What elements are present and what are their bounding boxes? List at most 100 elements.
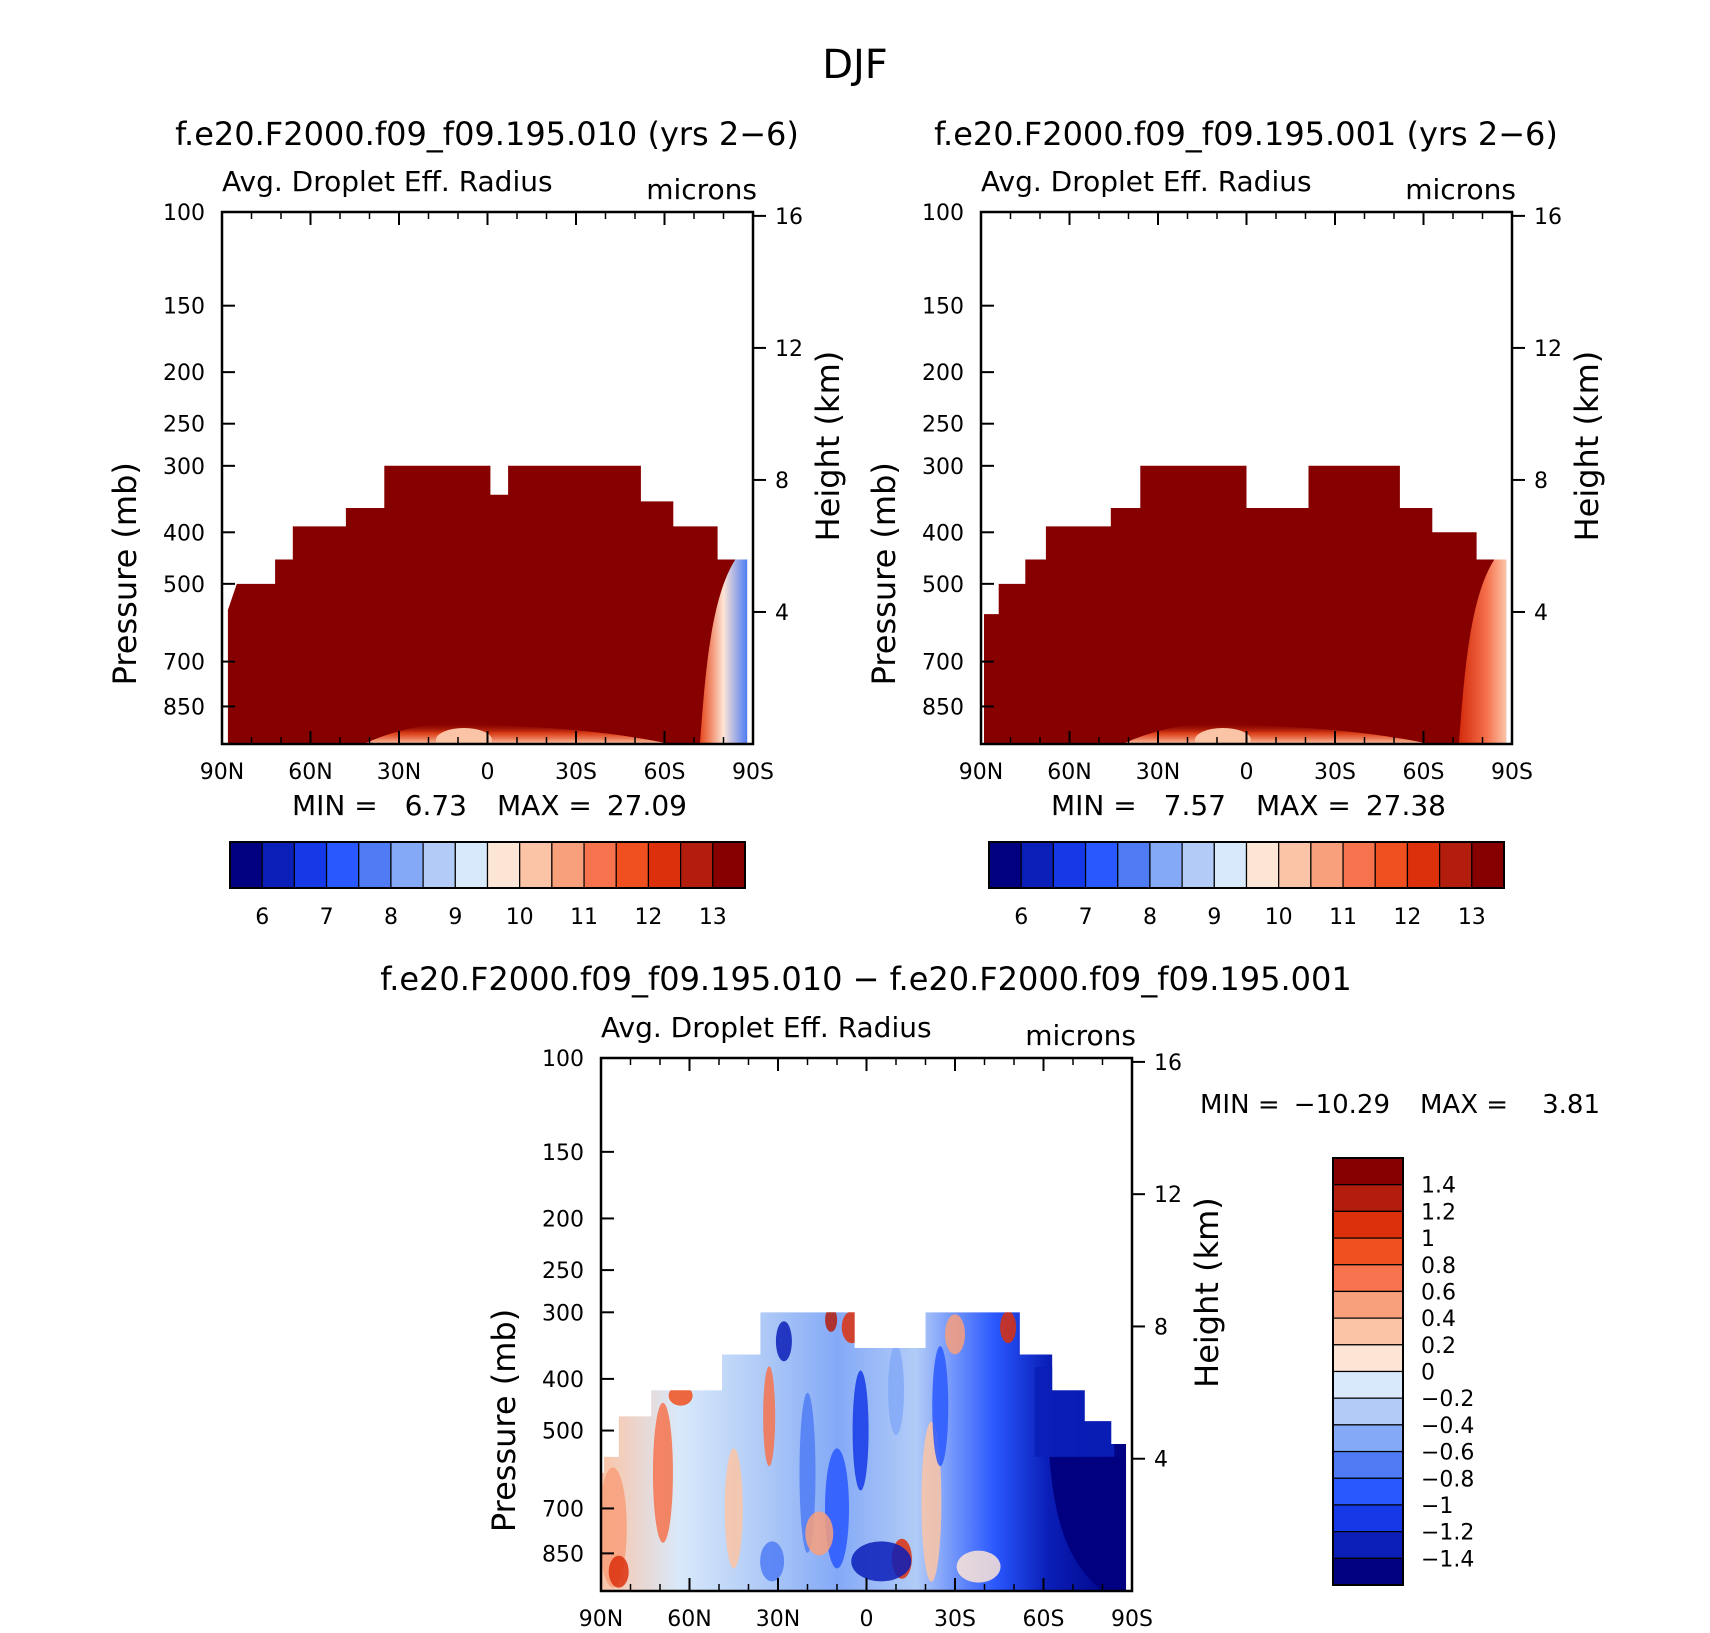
colorbar-box bbox=[647, 841, 682, 889]
colorbar-box bbox=[1052, 841, 1087, 889]
y-right-tick-label: 12 bbox=[1534, 337, 1562, 362]
colorbar-label: 0.8 bbox=[1421, 1254, 1456, 1279]
y-tick-label: 500 bbox=[922, 573, 964, 598]
contour-fill-surface-core bbox=[1194, 728, 1251, 744]
colorbar-box bbox=[1278, 841, 1312, 889]
colorbar-label: 13 bbox=[1458, 905, 1486, 930]
y-tick-label: 150 bbox=[163, 295, 205, 320]
contour-fill-max bbox=[227, 465, 748, 744]
y-tick-label: 700 bbox=[163, 651, 205, 676]
min-label: MIN = bbox=[1051, 789, 1137, 822]
colorbar-box bbox=[1181, 841, 1215, 889]
y-tick-label: 400 bbox=[922, 521, 964, 546]
colorbar-box bbox=[358, 841, 392, 889]
colorbar-box bbox=[1084, 841, 1119, 889]
colorbar-box bbox=[454, 841, 489, 889]
colorbar-label: 13 bbox=[699, 905, 727, 930]
y-tick-label: 250 bbox=[922, 413, 964, 438]
panel-title: f.e20.F2000.f09_f09.195.010 (yrs 2−6) bbox=[175, 115, 799, 153]
x-tick-label: 90S bbox=[1111, 1607, 1153, 1632]
y-tick-label: 100 bbox=[922, 201, 964, 226]
colorbar-label: 10 bbox=[1265, 905, 1293, 930]
x-tick-label: 60S bbox=[1403, 760, 1445, 785]
colorbar-label: −1.4 bbox=[1421, 1547, 1474, 1572]
max-label: MAX = bbox=[497, 789, 592, 822]
y-right-tick-label: 16 bbox=[775, 205, 803, 230]
x-tick-label: 30S bbox=[1314, 760, 1356, 785]
outside-mask bbox=[601, 1058, 1132, 1591]
colorbar-label: −1 bbox=[1421, 1494, 1453, 1519]
colorbar-label: −0.6 bbox=[1421, 1441, 1474, 1466]
colorbar-label: 1 bbox=[1421, 1227, 1435, 1252]
figure-title: DJF bbox=[822, 42, 888, 88]
contour-blob bbox=[608, 1555, 629, 1588]
contour-blob bbox=[763, 1366, 776, 1467]
y-tick-label: 150 bbox=[922, 295, 964, 320]
colorbar-label: 6 bbox=[255, 905, 269, 930]
y-right-axis-label: Height (km) bbox=[1568, 351, 1606, 542]
contour-fill-polar-edge bbox=[1458, 559, 1507, 744]
y-tick-label: 150 bbox=[542, 1141, 584, 1166]
colorbar-box bbox=[1020, 841, 1054, 889]
max-label: MAX = bbox=[1256, 789, 1351, 822]
x-tick-label: 60S bbox=[644, 760, 686, 785]
plot-area bbox=[984, 465, 1507, 744]
x-tick-label: 30N bbox=[377, 760, 421, 785]
contour-blob bbox=[956, 1550, 1001, 1583]
y-tick-label: 700 bbox=[922, 651, 964, 676]
colorbar-label: 7 bbox=[1079, 905, 1093, 930]
y-axis-label: Pressure (mb) bbox=[485, 1309, 523, 1532]
contour-blob bbox=[668, 1385, 693, 1406]
y-axis-label: Pressure (mb) bbox=[865, 462, 903, 685]
colorbar-label: 9 bbox=[1207, 905, 1221, 930]
colorbar-label: −1.2 bbox=[1421, 1521, 1474, 1546]
panel-2: f.e20.F2000.f09_f09.195.001 (yrs 2−6) Avg… bbox=[865, 115, 1606, 930]
colorbar-box bbox=[615, 841, 650, 889]
y-right-tick-label: 4 bbox=[1534, 601, 1548, 626]
y-tick-label: 400 bbox=[542, 1368, 584, 1393]
variable-label: Avg. Droplet Eff. Radius bbox=[981, 165, 1312, 198]
x-tick-label: 60S bbox=[1023, 1607, 1065, 1632]
y-right-tick-label: 16 bbox=[1534, 205, 1562, 230]
colorbar-box bbox=[1332, 1370, 1404, 1399]
colorbar-box bbox=[1342, 841, 1376, 889]
colorbar-label: 6 bbox=[1014, 905, 1028, 930]
x-tick-label: 90S bbox=[732, 760, 774, 785]
colorbar-box bbox=[680, 841, 714, 889]
colorbar-box bbox=[583, 841, 617, 889]
y-right-tick-label: 4 bbox=[1154, 1448, 1168, 1473]
max-label: MAX = bbox=[1420, 1090, 1508, 1120]
y-tick-label: 100 bbox=[542, 1047, 584, 1072]
panel-title: f.e20.F2000.f09_f09.195.010 − f.e20.F200… bbox=[380, 960, 1352, 998]
y-tick-label: 300 bbox=[922, 455, 964, 480]
min-label: MIN = bbox=[292, 789, 378, 822]
colorbar-label: −0.4 bbox=[1421, 1414, 1474, 1439]
colorbar-box bbox=[988, 841, 1022, 889]
colorbar-frame bbox=[229, 841, 746, 889]
contour-blob bbox=[799, 1392, 816, 1553]
x-tick-label: 90N bbox=[200, 760, 244, 785]
y-tick-label: 250 bbox=[163, 413, 205, 438]
x-tick-label: 30N bbox=[1136, 760, 1180, 785]
min-label: MIN = bbox=[1200, 1090, 1280, 1120]
colorbar-box bbox=[1332, 1344, 1404, 1373]
plot-area bbox=[227, 465, 748, 744]
contour-blob bbox=[652, 1402, 673, 1543]
y-tick-label: 300 bbox=[542, 1301, 584, 1326]
colorbar-box bbox=[1332, 1450, 1404, 1479]
colorbar-box bbox=[486, 841, 521, 889]
colorbar-label: 12 bbox=[1393, 905, 1421, 930]
colorbar-box bbox=[1332, 1424, 1404, 1453]
y-right-axis-label: Height (km) bbox=[809, 351, 847, 542]
contour-blob bbox=[932, 1346, 949, 1467]
contour-blob bbox=[888, 1345, 904, 1436]
y-right-tick-label: 8 bbox=[775, 469, 789, 494]
colorbar-box bbox=[1245, 841, 1280, 889]
x-tick-label: 90N bbox=[579, 1607, 623, 1632]
variable-label: Avg. Droplet Eff. Radius bbox=[222, 165, 553, 198]
y-tick-label: 300 bbox=[163, 455, 205, 480]
x-tick-label: 60N bbox=[288, 760, 332, 785]
panel-3: f.e20.F2000.f09_f09.195.010 − f.e20.F200… bbox=[380, 960, 1600, 1632]
y-tick-label: 850 bbox=[922, 695, 964, 720]
